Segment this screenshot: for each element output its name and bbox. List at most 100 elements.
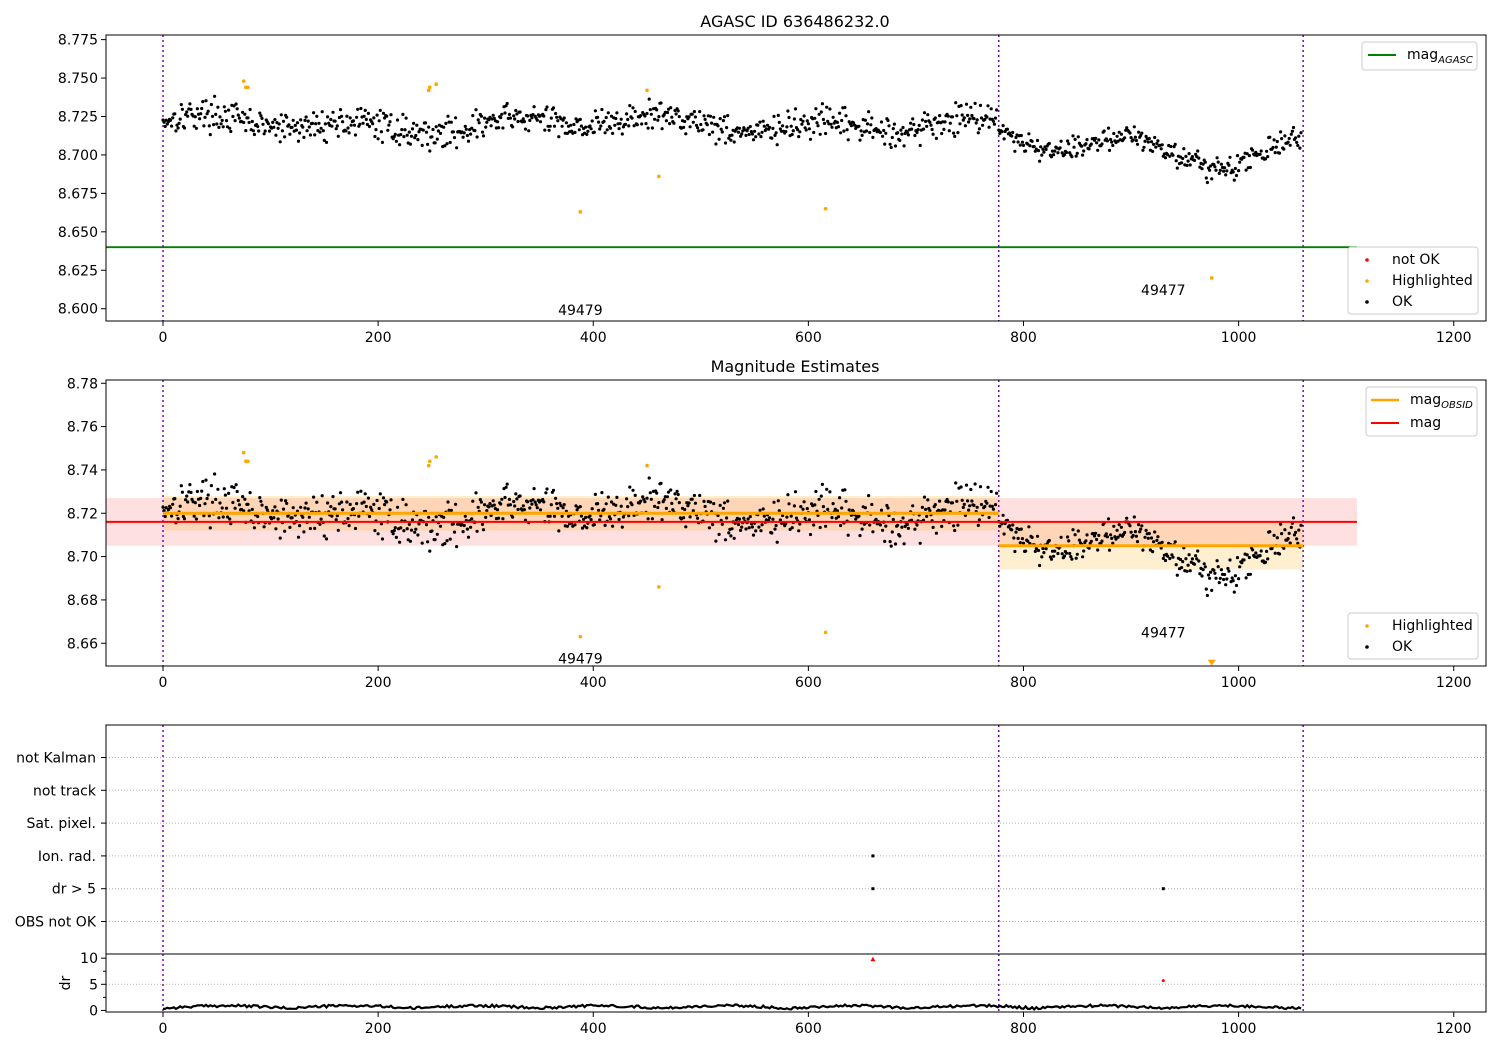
chart-1-ok-point — [884, 131, 888, 135]
chart-2-ok-point — [278, 536, 282, 540]
chart-1-ok-point — [477, 121, 481, 125]
chart-1-ok-point — [383, 116, 387, 120]
chart-2-ok-point — [548, 514, 552, 518]
chart-4-frame — [105, 953, 1487, 1013]
chart-1-xtick-label-5: 1000 — [1221, 330, 1257, 346]
chart-1-legend-label-highlighted: Highlighted — [1392, 273, 1473, 289]
chart-1-ok-point — [905, 130, 909, 134]
chart-1-ok-point — [672, 121, 676, 125]
chart-2-ok-point — [1279, 522, 1283, 526]
chart-4-xtick-label-0: 0 — [159, 1021, 168, 1037]
chart-2-ok-point — [1244, 576, 1248, 580]
chart-2-ok-point — [653, 504, 657, 508]
chart-2-ok-point — [1114, 537, 1118, 541]
chart-1-ok-point — [192, 124, 196, 128]
chart-1-ok-point — [1012, 140, 1016, 144]
chart-1-title: AGASC ID 636486232.0 — [700, 12, 889, 31]
chart-1-ok-point — [682, 125, 686, 129]
chart-2-ok-point — [602, 507, 606, 511]
chart-1-ok-point — [819, 110, 823, 114]
chart-2-ok-point — [501, 517, 505, 521]
chart-1-ok-point — [804, 128, 808, 132]
chart-2-ok-point — [1144, 528, 1148, 533]
chart-1-ok-point — [762, 124, 766, 128]
chart-1-ok-point — [840, 118, 844, 123]
chart-1-ok-point — [938, 114, 942, 118]
chart-2-ok-point — [797, 529, 801, 533]
chart-1-ok-point — [544, 108, 548, 112]
chart-1-ok-point — [777, 120, 781, 124]
chart-2-ok-point — [337, 502, 341, 506]
chart-2-ok-point — [1060, 552, 1064, 556]
chart-1-ok-point — [882, 128, 886, 133]
chart-1-ok-point — [507, 112, 511, 116]
chart-1-ok-point — [206, 109, 210, 113]
chart-2-y-axis: 8.668.688.708.728.748.768.78 — [67, 376, 106, 652]
chart-2-ok-point — [442, 515, 446, 520]
chart-2-ok-point — [408, 539, 412, 543]
chart-2-ok-point — [858, 534, 862, 538]
chart-2-ok-point — [385, 500, 389, 504]
chart-1-ok-point — [302, 135, 306, 139]
chart-2-ok-point — [625, 497, 629, 501]
chart-1-ok-point — [359, 106, 363, 111]
chart-1-ok-point — [978, 103, 983, 107]
chart-1-ok-point — [821, 117, 826, 122]
chart-2-ok-point — [1012, 536, 1016, 540]
chart-2-ok-point — [163, 514, 167, 519]
chart-2-ok-point — [1112, 524, 1116, 528]
chart-2-ytick-label-5: 8.76 — [67, 420, 98, 436]
chart-1-ok-point — [401, 112, 405, 116]
chart-2-ok-point — [860, 527, 864, 531]
chart-2-ok-point — [874, 517, 878, 522]
chart-2-ok-point — [1096, 548, 1100, 552]
chart-1-ok-point — [604, 115, 608, 120]
chart-2-ok-point — [307, 515, 311, 519]
chart-1-ok-point — [260, 116, 264, 120]
chart-1-ok-point — [1042, 150, 1046, 154]
chart-2-ok-point — [1268, 530, 1272, 534]
chart-2-highlighted-out-of-range — [1207, 659, 1216, 666]
chart-2-ok-point — [168, 506, 173, 510]
chart-1-ok-point — [1173, 142, 1177, 146]
chart-1-ok-point — [1100, 142, 1104, 146]
chart-1-ok-point — [1166, 153, 1170, 157]
chart-2-ok-point — [560, 514, 564, 518]
chart-2-ok-point — [193, 501, 197, 505]
chart-1-ok-point — [1168, 154, 1172, 158]
chart-1-ok-point — [569, 123, 573, 127]
chart-2-ok-point — [1047, 538, 1051, 543]
chart-2-ok-point — [787, 502, 791, 506]
chart-2-ok-point — [725, 516, 729, 520]
chart-1-ok-point — [398, 143, 402, 147]
chart-1-ok-point — [321, 129, 325, 133]
chart-1-ok-point — [1156, 139, 1160, 143]
chart-1-ok-point — [1038, 159, 1042, 163]
chart-2-ok-point — [242, 509, 246, 513]
chart-2-ytick-label-0: 8.66 — [67, 636, 98, 652]
chart-1-ok-point — [1072, 145, 1076, 149]
chart-2-ok-point — [922, 495, 927, 499]
chart-1-ok-point — [934, 136, 939, 140]
chart-2-ok-point — [205, 496, 209, 501]
chart-1-ok-point — [246, 116, 250, 120]
chart-2-ok-point — [264, 505, 268, 509]
chart-2-ok-point — [684, 525, 688, 529]
chart-2-ok-point — [1224, 583, 1228, 587]
chart-2-ok-point — [1036, 548, 1041, 553]
chart-2-ok-point — [717, 532, 721, 537]
chart-1-ok-point — [1117, 130, 1121, 134]
chart-1-ok-point — [535, 118, 539, 122]
chart-2-ok-point — [1007, 524, 1012, 528]
chart-2-obsid-label-0: 49479 — [558, 651, 603, 667]
chart-1-ok-point — [968, 117, 972, 121]
chart-2-ok-point — [646, 517, 650, 521]
chart-1-ok-point — [603, 131, 607, 135]
chart-2-ok-point — [751, 533, 756, 537]
chart-1-ok-point — [209, 102, 213, 107]
chart-1-ok-point — [993, 116, 998, 120]
chart-1-ok-point — [1232, 178, 1236, 182]
chart-2-ok-point — [1064, 551, 1069, 555]
chart-2-ok-point — [308, 526, 312, 531]
chart-2-highlighted-point-4 — [427, 459, 432, 464]
